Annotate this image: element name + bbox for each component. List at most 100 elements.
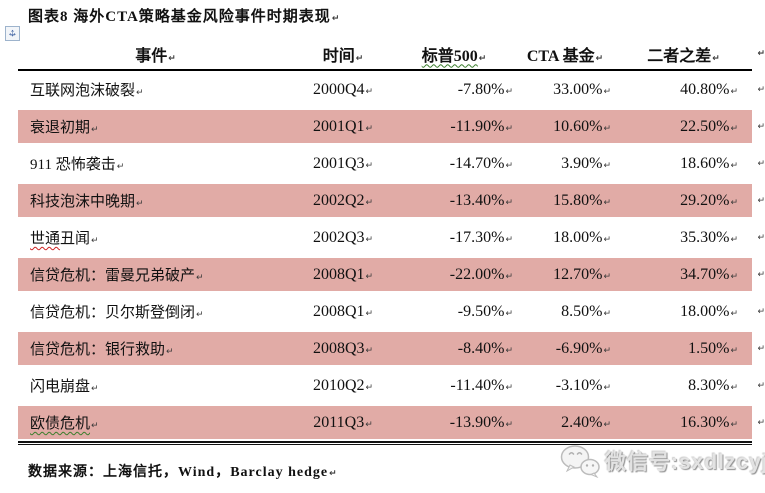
paragraph-mark: ↵ — [329, 469, 338, 479]
cell-end-mark: ↵ — [603, 197, 611, 208]
cell-end-mark: ↵ — [91, 125, 99, 135]
cell-end-mark: ↵ — [365, 382, 374, 393]
cell-end-mark: ↵ — [730, 419, 738, 430]
cell-end-mark: ↵ — [505, 419, 513, 430]
cell-end-mark: ↵ — [603, 160, 611, 171]
event-cell: 信贷危机：雷曼兄弟破产↵ — [18, 264, 293, 285]
cta-text: 10.60% — [553, 117, 603, 135]
header-event-label: 事件 — [135, 47, 168, 65]
diff-cell: 29.20%↵ — [615, 192, 752, 210]
cell-end-mark: ↵ — [505, 308, 513, 319]
diff-cell: 34.70%↵ — [615, 266, 752, 284]
cell-end-mark: ↵ — [730, 160, 738, 171]
cell-end-mark: ↵ — [730, 308, 738, 319]
sp500-cell: -7.80%↵ — [393, 81, 515, 99]
risk-events-table: 事件↵ 时间↵ 标普500↵ CTA 基金↵ 二者之差↵ ↵ 互联网泡沫破裂↵ … — [18, 38, 765, 445]
row-end-mark: ↵ — [757, 343, 765, 354]
event-cell: 911 恐怖袭击↵ — [18, 153, 293, 174]
sp500-text: -8.40% — [457, 339, 505, 357]
table-row: 科技泡沫中晚期↵ 2002Q2↵ -13.40%↵ 15.80%↵ 29.20%… — [18, 182, 765, 219]
event-text-misspelled: 世通 — [30, 231, 61, 247]
cell-end-mark: ↵ — [136, 88, 144, 98]
event-text: 信贷危机：雷曼兄弟破产 — [30, 268, 196, 284]
cell-end-mark: ↵ — [505, 86, 513, 97]
cell-end-mark: ↵ — [478, 53, 487, 64]
time-cell: 2000Q4↵ — [293, 81, 393, 99]
table-row: 911 恐怖袭击↵ 2001Q3↵ -14.70%↵ 3.90%↵ 18.60%… — [18, 145, 765, 182]
row-end-mark: ↵ — [757, 158, 765, 169]
cell-end-mark: ↵ — [603, 419, 611, 430]
cell-end-mark: ↵ — [505, 197, 513, 208]
time-cell: 2008Q3↵ — [293, 340, 393, 358]
row-end-mark: ↵ — [757, 269, 765, 280]
cell-end-mark: ↵ — [730, 345, 738, 356]
diff-text: 16.30% — [680, 413, 730, 431]
time-text: 2001Q3 — [312, 154, 365, 172]
cell-end-mark: ↵ — [505, 382, 513, 393]
table-row: 信贷危机：雷曼兄弟破产↵ 2008Q1↵ -22.00%↵ 12.70%↵ 34… — [18, 256, 765, 293]
sp500-cell: -11.90%↵ — [393, 118, 515, 136]
table-move-handle[interactable]: ↔ ↕ — [5, 26, 20, 41]
header-time: 时间↵ — [293, 42, 393, 66]
time-cell: 2011Q3↵ — [293, 414, 393, 432]
event-text: 闪电崩盘 — [30, 379, 91, 395]
diff-text: 29.20% — [680, 191, 730, 209]
header-time-label: 时间 — [322, 47, 355, 65]
cta-cell: -3.10%↵ — [515, 377, 615, 395]
diff-text: 40.80% — [680, 80, 730, 98]
cell-end-mark: ↵ — [730, 123, 738, 134]
cell-end-mark: ↵ — [365, 419, 373, 430]
cell-end-mark: ↵ — [712, 53, 720, 64]
cta-cell: 12.70%↵ — [515, 266, 615, 284]
cell-end-mark: ↵ — [196, 273, 204, 283]
row-end-mark: ↵ — [757, 232, 765, 243]
sp500-cell: -22.00%↵ — [393, 266, 515, 284]
sp500-text: -22.00% — [449, 265, 505, 283]
time-text: 2008Q1 — [312, 265, 365, 283]
diff-text: 22.50% — [680, 117, 730, 135]
sp500-cell: -11.40%↵ — [393, 377, 515, 395]
paragraph-mark: ↵ — [331, 14, 341, 24]
diff-text: 1.50% — [688, 339, 730, 357]
cell-end-mark: ↵ — [365, 123, 374, 134]
sp500-cell: -13.40%↵ — [393, 192, 515, 210]
cell-end-mark: ↵ — [365, 197, 374, 208]
cta-cell: 3.90%↵ — [515, 155, 615, 173]
event-cell: 闪电崩盘↵ — [18, 375, 293, 396]
time-text: 2011Q3 — [313, 413, 365, 431]
wechat-icon — [560, 445, 600, 478]
diff-text: 8.30% — [688, 376, 730, 394]
sp500-cell: -17.30%↵ — [393, 229, 515, 247]
sp500-text: -11.90% — [450, 117, 505, 135]
cell-end-mark: ↵ — [355, 53, 364, 64]
diff-cell: 35.30%↵ — [615, 229, 752, 247]
cell-end-mark: ↵ — [91, 236, 99, 246]
figure-title-text: 图表8 海外CTA策略基金风险事件时期表现 — [28, 9, 331, 25]
cta-text: 3.90% — [561, 154, 603, 172]
header-cta: CTA 基金↵ — [515, 42, 615, 66]
time-cell: 2008Q1↵ — [293, 303, 393, 321]
cell-end-mark: ↵ — [603, 123, 611, 134]
cell-end-mark: ↵ — [136, 199, 144, 209]
sp500-text: -9.50% — [457, 302, 505, 320]
diff-text: 18.00% — [680, 302, 730, 320]
cell-end-mark: ↵ — [730, 271, 738, 282]
row-end-mark: ↵ — [757, 195, 765, 206]
cell-end-mark: ↵ — [603, 345, 611, 356]
cta-cell: 18.00%↵ — [515, 229, 615, 247]
row-end-mark: ↵ — [757, 84, 765, 95]
table-row: 信贷危机：银行救助↵ 2008Q3↵ -8.40%↵ -6.90%↵ 1.50%… — [18, 330, 765, 367]
cta-cell: 15.80%↵ — [515, 192, 615, 210]
event-cell: 衰退初期↵ — [18, 116, 293, 137]
time-text: 2010Q2 — [312, 376, 365, 394]
cell-end-mark: ↵ — [365, 160, 374, 171]
diff-cell: 22.50%↵ — [615, 118, 752, 136]
row-end-mark: ↵ — [757, 306, 765, 317]
event-text: 科技泡沫中晚期 — [30, 194, 136, 210]
sp500-cell: -9.50%↵ — [393, 303, 515, 321]
cta-cell: 2.40%↵ — [515, 414, 615, 432]
time-cell: 2001Q1↵ — [293, 118, 393, 136]
time-text: 2002Q3 — [312, 228, 365, 246]
cell-end-mark: ↵ — [603, 308, 611, 319]
diff-cell: 1.50%↵ — [615, 340, 752, 358]
